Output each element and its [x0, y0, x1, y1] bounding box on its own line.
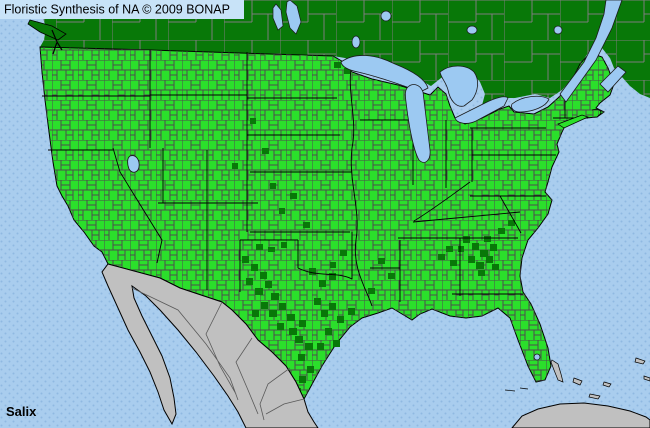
- lake-okeechobee: [533, 353, 541, 361]
- island: [588, 393, 601, 400]
- title-panel: Floristic Synthesis of NA © 2009 BONAP: [0, 0, 244, 19]
- united-states-region: [39, 29, 615, 401]
- map-title: Floristic Synthesis of NA © 2009 BONAP: [4, 3, 230, 17]
- mexico-state-borders: [131, 287, 305, 421]
- puget-sound: [51, 29, 63, 55]
- great-salt-lake: [127, 155, 140, 173]
- st-lawrence-gulf: [559, 0, 623, 103]
- canada-region: [27, 0, 650, 109]
- canadian-lakes: [272, 0, 563, 49]
- cuba: [511, 402, 650, 428]
- great-lakes: [127, 0, 627, 361]
- northern-lake: [553, 25, 563, 35]
- state-borders: [42, 50, 588, 307]
- mexico-landmass: [101, 263, 319, 428]
- bay-of-fundy: [599, 65, 627, 93]
- long-island: [557, 114, 589, 129]
- lake-nipigon: [351, 35, 361, 49]
- lake-erie: [454, 96, 509, 124]
- lake-of-the-woods: [380, 10, 392, 22]
- lake-huron: [439, 65, 478, 107]
- florida-keys: [504, 387, 529, 392]
- title-panel-bg: [0, 0, 244, 19]
- species-label: Salix: [6, 404, 37, 419]
- island: [643, 375, 650, 382]
- island: [602, 381, 612, 388]
- lake-winnipeg: [285, 0, 302, 35]
- us-county-texture: [40, 47, 614, 399]
- lake-winnipegosis: [272, 3, 284, 31]
- island: [572, 377, 583, 386]
- island: [550, 359, 564, 383]
- canada-division-texture: [36, 0, 650, 109]
- lake-michigan: [404, 84, 431, 163]
- island: [634, 357, 646, 365]
- mexico-region: [101, 263, 319, 428]
- cape-cod-hook: [591, 109, 602, 117]
- lake-ontario: [511, 95, 550, 113]
- vancouver-island: [27, 19, 67, 41]
- northern-lake: [466, 25, 478, 35]
- bahamas: [504, 357, 650, 400]
